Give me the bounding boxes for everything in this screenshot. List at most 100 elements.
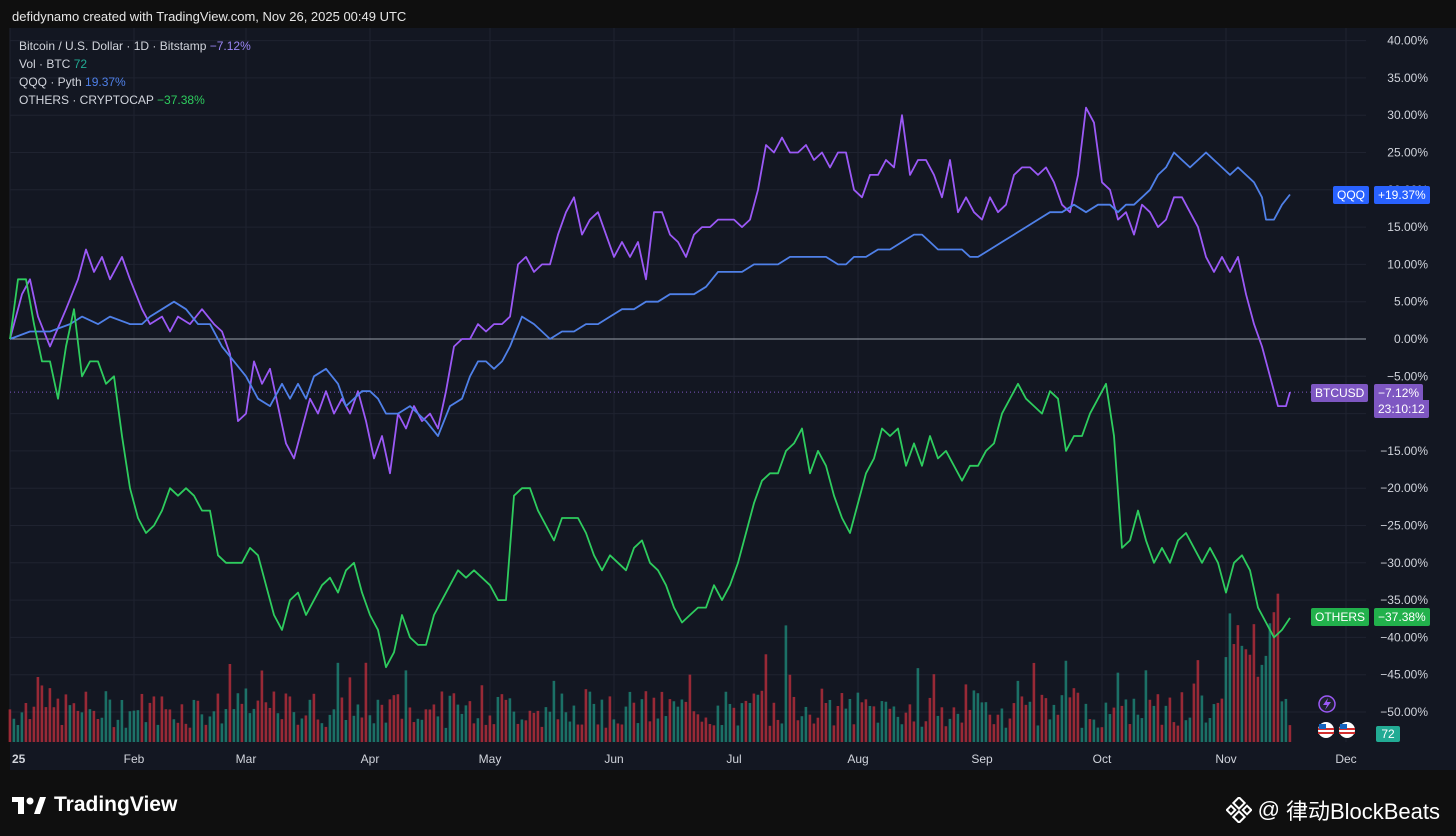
- volume-bar: [576, 724, 580, 742]
- volume-bar: [988, 714, 992, 742]
- volume-bar: [1148, 699, 1152, 742]
- volume-bar: [1164, 705, 1168, 742]
- volume-bar: [448, 695, 452, 742]
- volume-bar: [132, 710, 136, 742]
- volume-bar: [1144, 670, 1148, 742]
- volume-bar: [56, 698, 60, 742]
- volume-bar: [320, 723, 324, 742]
- volume-bar: [156, 724, 160, 742]
- volume-bar: [1064, 660, 1068, 742]
- volume-bar: [632, 702, 636, 742]
- volume-bar: [1104, 702, 1108, 742]
- volume-bar: [788, 674, 792, 742]
- volume-bar: [1040, 694, 1044, 742]
- volume-bar: [968, 709, 972, 742]
- volume-bar: [420, 719, 424, 742]
- volume-bar: [380, 704, 384, 742]
- series-line-btcusd: [9, 106, 1291, 475]
- volume-bar: [588, 691, 592, 742]
- volume-bar: [604, 727, 608, 742]
- legend-vol-name: Vol · BTC: [19, 57, 71, 71]
- volume-bar: [984, 702, 988, 742]
- volume-bar: [116, 719, 120, 742]
- volume-bar: [1208, 718, 1212, 742]
- volume-bar: [144, 722, 148, 742]
- y-tick-label: 5.00%: [1394, 295, 1428, 309]
- y-tick-label: 10.00%: [1387, 257, 1428, 271]
- volume-bar: [280, 719, 284, 742]
- volume-bar: [464, 705, 468, 742]
- volume-bar: [664, 716, 668, 742]
- btc-symbol-tag: BTCUSD: [1311, 384, 1369, 402]
- us-flag-icons[interactable]: [1316, 720, 1360, 740]
- volume-bar: [936, 715, 940, 742]
- volume-bar: [188, 727, 192, 742]
- volume-bar: [316, 719, 320, 742]
- volume-bar: [1288, 725, 1292, 742]
- volume-bar: [812, 723, 816, 742]
- volume-bar: [1280, 701, 1284, 742]
- volume-bar: [388, 699, 392, 742]
- volume-bar: [972, 690, 976, 742]
- series-line-qqq: [9, 151, 1291, 437]
- volume-bar: [296, 724, 300, 742]
- volume-bar: [1152, 705, 1156, 742]
- volume-bar: [352, 715, 356, 742]
- volume-bar: [676, 706, 680, 742]
- qqq-value-tag: +19.37%: [1374, 186, 1430, 204]
- volume-bar: [728, 703, 732, 742]
- volume-bar: [852, 724, 856, 742]
- volume-bar: [340, 697, 344, 742]
- volume-bar: [1188, 717, 1192, 742]
- x-tick-label: Nov: [1215, 752, 1236, 766]
- us-flag-icon: [1339, 722, 1355, 738]
- volume-bar: [580, 724, 584, 742]
- volume-bar: [732, 707, 736, 742]
- volume-bar: [124, 727, 128, 742]
- legend-others[interactable]: OTHERS · CRYPTOCAP −37.38%: [19, 91, 251, 109]
- volume-bar: [36, 677, 40, 742]
- volume-bar: [752, 693, 756, 742]
- volume-bar: [608, 696, 612, 742]
- volume-bar: [1140, 718, 1144, 742]
- legend: Bitcoin / U.S. Dollar · 1D · Bitstamp −7…: [19, 37, 251, 109]
- volume-bar: [40, 685, 44, 742]
- legend-btc[interactable]: Bitcoin / U.S. Dollar · 1D · Bitstamp −7…: [19, 37, 251, 55]
- volume-bar: [668, 699, 672, 742]
- volume-bar: [300, 718, 304, 742]
- volume-bar: [8, 709, 12, 742]
- volume-bar: [1184, 720, 1188, 742]
- volume-bar: [568, 721, 572, 742]
- volume-bar: [1028, 701, 1032, 742]
- volume-bar: [48, 688, 52, 742]
- legend-vol[interactable]: Vol · BTC 72: [19, 55, 251, 73]
- volume-bar: [868, 705, 872, 742]
- legend-vol-value: 72: [73, 57, 88, 71]
- legend-qqq[interactable]: QQQ · Pyth 19.37%: [19, 73, 251, 91]
- lightning-icon[interactable]: [1314, 694, 1340, 714]
- volume-bar: [544, 707, 548, 742]
- volume-bar: [808, 714, 812, 742]
- volume-bar: [72, 703, 76, 742]
- volume-bar: [392, 695, 396, 742]
- volume-bar: [64, 694, 68, 742]
- btc-value-tag: −7.12%: [1374, 384, 1424, 402]
- volume-bar: [636, 723, 640, 742]
- volume-bar: [564, 712, 568, 742]
- volume-bar: [756, 694, 760, 742]
- volume-bar: [140, 693, 144, 742]
- volume-bar: [560, 693, 564, 742]
- volume-bar: [1012, 703, 1016, 742]
- volume-bar: [472, 723, 476, 742]
- volume-bar: [700, 721, 704, 742]
- volume-bar: [880, 701, 884, 742]
- volume-bar: [268, 707, 272, 742]
- volume-bar: [1008, 718, 1012, 742]
- tradingview-logo[interactable]: TradingView: [12, 793, 177, 817]
- volume-bar: [916, 668, 920, 742]
- y-tick-label: −15.00%: [1380, 444, 1428, 458]
- volume-bar: [176, 722, 180, 742]
- volume-bar: [1244, 649, 1248, 742]
- volume-bar: [940, 707, 944, 742]
